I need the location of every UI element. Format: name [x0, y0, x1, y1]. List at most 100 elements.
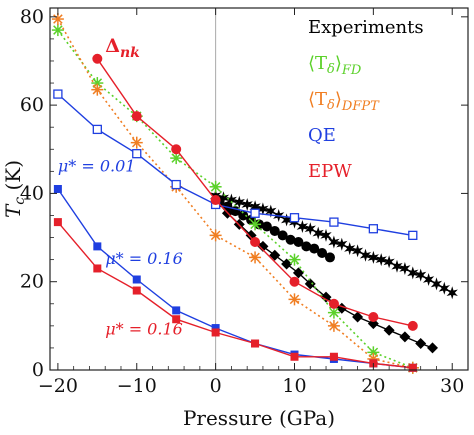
point-circle — [261, 221, 272, 232]
legend-bracket: ⟩ — [335, 89, 342, 110]
point-circle — [210, 195, 221, 206]
series-epw_001 — [92, 53, 418, 331]
annotation-1: μ* = 0.01 — [58, 156, 136, 175]
point-open-square — [408, 230, 418, 241]
point-square — [211, 328, 220, 337]
annotation-3: μ* = 0.16 — [105, 320, 183, 339]
point-star — [265, 204, 277, 218]
point-star — [438, 281, 450, 295]
point-square — [93, 242, 102, 251]
asterisk-stroke — [329, 307, 339, 318]
point-star — [304, 222, 316, 236]
point-star — [359, 248, 372, 262]
point-circle — [238, 210, 249, 221]
series-qe_001 — [53, 89, 418, 241]
point-diamond — [269, 249, 281, 261]
asterisk-stroke — [289, 254, 300, 265]
point-circle — [324, 252, 335, 263]
point-circle — [328, 298, 339, 309]
point-circle — [317, 248, 328, 259]
point-asterisk — [288, 253, 301, 266]
point-asterisk — [209, 180, 222, 193]
asterisk-stroke — [250, 219, 260, 230]
point-open-square — [92, 124, 102, 135]
point-circle — [285, 234, 296, 245]
asterisk-stroke — [131, 137, 142, 148]
asterisk-stroke — [171, 153, 181, 163]
point-star — [391, 259, 403, 273]
point-circle — [368, 312, 379, 323]
legend-entry-1: ⟨Tδ⟩FD — [308, 53, 362, 78]
point-star — [375, 253, 387, 267]
y-axis-title-subscript: c — [12, 197, 28, 205]
point-open-square — [329, 217, 339, 227]
point-diamond — [320, 291, 332, 303]
point-star — [296, 220, 308, 233]
y-axis-title: Tc (K) — [1, 160, 28, 218]
point-star — [415, 268, 427, 282]
annotation-layer: Δnk μ* = 0.01 μ* = 0.16 μ* = 0.16 — [58, 35, 183, 339]
legend-entry-0: Experiments — [308, 17, 424, 38]
y-tick-label: 40 — [20, 182, 44, 204]
annotation-0: Δnk — [105, 35, 140, 61]
series-layer — [51, 8, 458, 374]
point-circle — [277, 230, 288, 241]
point-diamond — [415, 338, 427, 350]
point-asterisk — [51, 24, 64, 37]
y-axis-title-unit: (K) — [1, 160, 25, 197]
point-diamond — [427, 342, 439, 354]
point-open-square — [171, 179, 181, 190]
point-circle — [250, 236, 261, 247]
point-square — [290, 352, 299, 361]
point-diamond — [399, 331, 411, 343]
legend-subscript: δ — [327, 98, 335, 113]
legend-subscript-2: FD — [341, 63, 362, 78]
point-star — [328, 235, 340, 249]
legend-subscript-2: DFPT — [341, 99, 380, 114]
point-asterisk — [249, 251, 262, 264]
point-diamond — [281, 258, 293, 270]
point-square — [251, 339, 260, 348]
point-asterisk — [130, 136, 143, 149]
point-star — [352, 244, 364, 258]
point-star — [407, 266, 419, 280]
legend-subscript: δ — [327, 62, 335, 77]
point-circle — [131, 111, 142, 122]
asterisk-stroke — [329, 321, 339, 331]
point-diamond — [352, 311, 364, 323]
point-square — [329, 352, 338, 361]
annotation-symbol: Δ — [105, 35, 120, 57]
point-asterisk — [51, 13, 64, 26]
point-circle — [293, 236, 304, 247]
asterisk-stroke — [289, 294, 300, 305]
point-star — [383, 255, 395, 269]
point-star — [241, 198, 253, 211]
point-open-square — [289, 213, 300, 223]
series-line-fd — [57, 29, 414, 369]
legend-entry-2: ⟨Tδ⟩DFPT — [308, 89, 380, 114]
legend-symbol: ⟨T — [308, 89, 327, 110]
point-diamond — [245, 229, 257, 241]
point-circle — [92, 53, 103, 64]
point-circle — [309, 243, 320, 254]
point-asterisk — [91, 83, 104, 96]
point-diamond — [304, 278, 316, 290]
series-fd — [51, 24, 419, 374]
point-star — [320, 228, 332, 242]
point-square — [93, 264, 102, 273]
point-star — [312, 226, 324, 240]
point-star — [249, 200, 261, 214]
plot-frame — [49, 7, 469, 371]
point-star — [399, 262, 411, 275]
series-exp_star — [210, 189, 458, 300]
x-tick-label: 10 — [282, 375, 306, 397]
point-circle — [301, 241, 312, 252]
y-tick-label: 20 — [20, 271, 44, 293]
x-tick-label: −10 — [117, 375, 157, 397]
point-star — [422, 273, 435, 286]
annotation-subscript: nk — [120, 45, 140, 61]
point-asterisk — [288, 293, 301, 306]
asterisk-stroke — [92, 84, 103, 95]
point-asterisk — [209, 229, 222, 242]
